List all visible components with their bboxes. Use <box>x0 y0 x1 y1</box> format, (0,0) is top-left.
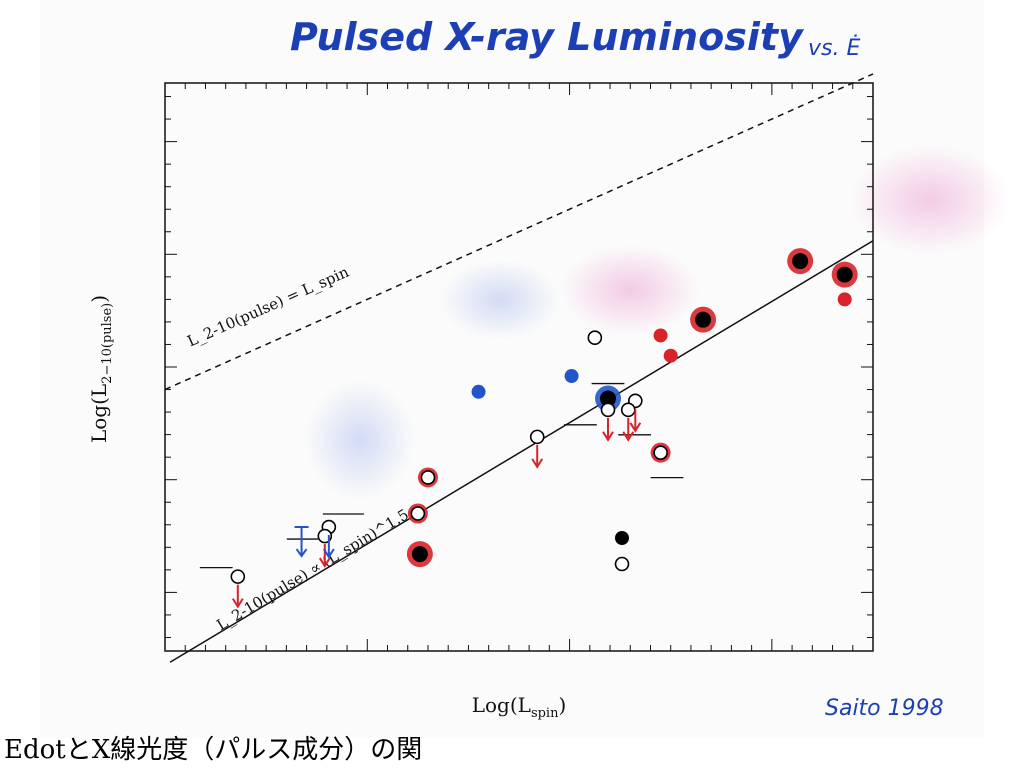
detected-marker <box>836 266 853 283</box>
upper-limit-marker <box>620 402 636 418</box>
upper-limit-arrowhead <box>602 431 614 442</box>
handdrawn-marker <box>663 348 678 363</box>
detected-marker <box>695 311 712 328</box>
ink-smudges <box>305 145 1010 500</box>
handwritten-title: Pulsed X-ray Luminosity <box>290 15 805 59</box>
handdrawn-marker <box>837 292 852 307</box>
handwritten-title-suffix: vs. Ė <box>808 35 860 61</box>
detected-marker <box>600 390 617 407</box>
x-axis-label: Log(Lspin) <box>472 693 567 721</box>
handdrawn-limit-bracket <box>294 526 309 558</box>
plot-frame <box>164 82 874 652</box>
upper-limit-arrowhead <box>231 598 244 609</box>
data-points <box>199 248 858 609</box>
upper-limit-marker <box>587 330 603 345</box>
upper-limit-marker <box>653 445 668 460</box>
upper-limit-marker <box>230 569 246 584</box>
credit-note: Saito 1998 <box>825 696 944 721</box>
legend-detected-marker <box>615 531 629 545</box>
equality-line-label: L_2-10(pulse) = L_spin <box>185 263 352 351</box>
upper-limit-arrowhead <box>531 458 544 469</box>
upper-limit-arrowhead <box>318 557 331 568</box>
upper-limit-arrowhead <box>622 431 635 442</box>
upper-limit-marker <box>529 429 545 445</box>
power-law-line-label: L_2-10(pulse) ∝ (L_spin)^1.5 <box>213 505 411 634</box>
relation-lines: L_2-10(pulse) = L_spin L_2-10(pulse) ∝ (L… <box>164 73 874 663</box>
detected-marker <box>411 546 428 563</box>
handdrawn-marker <box>564 369 579 384</box>
upper-limit-marker <box>600 402 616 418</box>
upper-limit-marker <box>420 470 436 485</box>
pulsed-xray-luminosity-chart: Pulsed X-ray Luminosity vs. Ė L_2-10(pul… <box>87 15 1010 721</box>
handdrawn-marker <box>471 384 486 399</box>
scanned-figure <box>40 0 984 738</box>
upper-limit-arrowhead <box>629 422 642 433</box>
power-law-line <box>169 240 874 663</box>
handdrawn-marker <box>653 328 668 343</box>
chart-legend <box>614 531 630 572</box>
legend-upper-limit-marker <box>614 556 630 572</box>
upper-limit-arrowhead <box>323 548 335 559</box>
slide-caption: EdotとX線光度（パルス成分）の関 <box>4 735 423 765</box>
plot-axes <box>164 82 874 652</box>
y-axis-label: Log(L2−10(pulse)) <box>87 295 115 443</box>
detected-marker <box>792 253 809 270</box>
equality-line <box>164 73 874 391</box>
upper-limit-marker <box>410 506 426 521</box>
